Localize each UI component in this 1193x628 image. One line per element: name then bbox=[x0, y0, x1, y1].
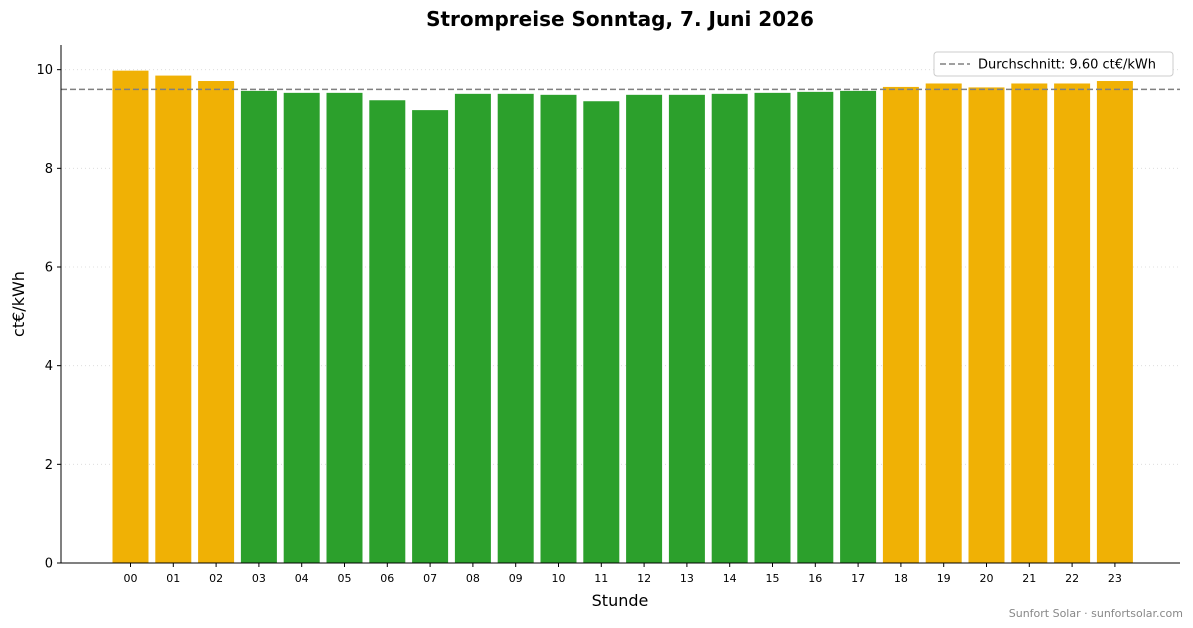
x-tick-label: 21 bbox=[1022, 572, 1036, 585]
x-tick-label: 18 bbox=[894, 572, 908, 585]
x-tick-labels: 00 01 02 03 04 05 06 07 08 09 10 11 12 13 14 15 16 17 18 19… bbox=[124, 563, 1122, 585]
legend-average-label: Durchschnitt: 9.60 ct€/kWh bbox=[978, 58, 1156, 73]
bar bbox=[155, 75, 192, 563]
bars bbox=[112, 70, 1133, 564]
x-tick-label: 22 bbox=[1065, 572, 1079, 585]
footer-credit: Sunfort Solar · sunfortsolar.com bbox=[1009, 607, 1183, 620]
bar bbox=[454, 93, 491, 563]
x-tick-label: 02 bbox=[209, 572, 223, 585]
bar bbox=[925, 83, 962, 563]
bar bbox=[1096, 81, 1133, 563]
axes bbox=[60, 45, 1180, 564]
bar bbox=[412, 110, 449, 564]
bar bbox=[968, 87, 1005, 563]
x-tick-label: 01 bbox=[166, 572, 180, 585]
bar bbox=[112, 70, 149, 564]
bar bbox=[797, 91, 834, 563]
bar bbox=[540, 94, 577, 564]
x-tick-label: 20 bbox=[980, 572, 994, 585]
x-tick-label: 09 bbox=[509, 572, 523, 585]
x-tick-label: 19 bbox=[937, 572, 951, 585]
bar bbox=[326, 92, 363, 563]
bar bbox=[754, 92, 791, 563]
y-tick-label: 2 bbox=[45, 458, 53, 473]
legend: Durchschnitt: 9.60 ct€/kWh bbox=[933, 51, 1174, 77]
x-tick-label: 04 bbox=[295, 572, 309, 585]
bar bbox=[711, 93, 748, 563]
y-tick-label: 8 bbox=[45, 162, 53, 177]
bar bbox=[240, 90, 277, 563]
x-tick-label: 03 bbox=[252, 572, 266, 585]
bar bbox=[198, 81, 235, 563]
x-tick-label: 15 bbox=[766, 572, 780, 585]
chart-title: Strompreise Sonntag, 7. Juni 2026 bbox=[426, 7, 814, 31]
bar bbox=[626, 94, 663, 564]
bar bbox=[369, 100, 406, 564]
x-tick-label: 05 bbox=[338, 572, 352, 585]
x-tick-label: 23 bbox=[1108, 572, 1122, 585]
bar bbox=[583, 101, 620, 564]
y-tick-labels: 0 2 4 6 8 10 bbox=[36, 63, 61, 572]
bar bbox=[882, 86, 919, 563]
y-axis-label: ct€/kWh bbox=[9, 271, 28, 337]
x-tick-label: 10 bbox=[552, 572, 566, 585]
x-tick-label: 11 bbox=[594, 572, 608, 585]
y-tick-label: 0 bbox=[45, 557, 53, 572]
x-tick-label: 16 bbox=[808, 572, 822, 585]
bar bbox=[497, 93, 534, 563]
y-tick-label: 6 bbox=[45, 261, 53, 276]
bar bbox=[1054, 83, 1091, 563]
bar bbox=[1011, 83, 1048, 563]
y-tick-label: 4 bbox=[45, 359, 53, 374]
bar bbox=[668, 94, 705, 564]
x-tick-label: 06 bbox=[380, 572, 394, 585]
x-tick-label: 12 bbox=[637, 572, 651, 585]
bar bbox=[283, 92, 320, 563]
x-axis-label: Stunde bbox=[592, 591, 649, 610]
bar bbox=[840, 90, 877, 563]
x-tick-label: 14 bbox=[723, 572, 737, 585]
x-tick-label: 00 bbox=[124, 572, 138, 585]
x-tick-label: 07 bbox=[423, 572, 437, 585]
y-tick-label: 10 bbox=[36, 63, 53, 78]
x-tick-label: 17 bbox=[851, 572, 865, 585]
x-tick-label: 13 bbox=[680, 572, 694, 585]
legend-box bbox=[933, 51, 1174, 77]
x-tick-label: 08 bbox=[466, 572, 480, 585]
